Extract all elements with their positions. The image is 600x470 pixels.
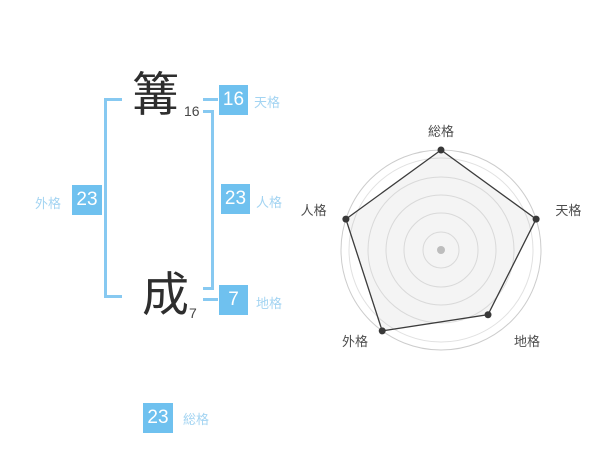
radar-value-polygon <box>345 149 537 332</box>
radar-data-point <box>484 311 492 319</box>
jinkaku-bracket <box>203 110 214 290</box>
gaikaku-label: 外格 <box>35 196 62 211</box>
radar-grid-ring <box>403 212 479 288</box>
gaikaku-bracket <box>104 98 122 298</box>
gaikaku-value-box: 23 <box>72 185 102 215</box>
soukaku-value-box: 23 <box>143 403 173 433</box>
radar-axis-label: 地格 <box>514 334 540 349</box>
tenkaku-connector-line <box>203 98 218 101</box>
chikaku-label: 地格 <box>256 296 283 311</box>
given-stroke-count: 7 <box>189 305 197 321</box>
radar-grid-ring <box>348 157 534 343</box>
jinkaku-label: 人格 <box>256 195 283 210</box>
radar-axis-label: 天格 <box>555 203 581 218</box>
given-kanji: 成 <box>142 268 189 321</box>
surname-kanji: 篝 <box>132 68 179 121</box>
jinkaku-value-box: 23 <box>221 184 250 214</box>
radar-data-point <box>532 215 540 223</box>
radar-axis-label: 外格 <box>342 334 368 349</box>
radar-grid-ring <box>367 176 515 324</box>
surname-stroke-count: 16 <box>184 103 200 119</box>
chikaku-value-box: 7 <box>219 285 248 315</box>
radar-grid-ring <box>385 194 497 306</box>
radar-grid-ring <box>422 231 460 269</box>
radar-data-point <box>378 327 386 335</box>
soukaku-label: 総格 <box>183 412 210 427</box>
tenkaku-label: 天格 <box>254 95 281 110</box>
radar-axis-label: 人格 <box>301 203 327 218</box>
radar-data-point <box>437 146 445 154</box>
chikaku-connector-line <box>203 298 218 301</box>
radar-center-dot <box>437 246 445 254</box>
radar-axis-label: 総格 <box>428 124 454 139</box>
tenkaku-value-box: 16 <box>219 85 248 115</box>
radar-data-point <box>342 215 350 223</box>
